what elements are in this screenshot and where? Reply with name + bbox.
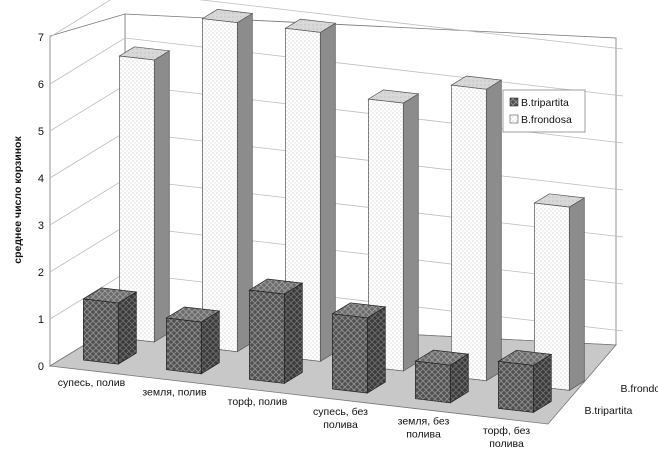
bar-bfrondosa	[367, 89, 420, 372]
category-label: торф, полив	[228, 396, 288, 408]
bar-btripartita	[248, 278, 304, 385]
bar-bfrondosa	[201, 9, 254, 353]
category-label: супесь, полив	[58, 377, 126, 389]
legend-label-tripartita: B.tripartita	[521, 97, 569, 109]
legend-box	[502, 89, 586, 133]
bar-front	[285, 27, 321, 362]
bar-bfrondosa	[450, 75, 503, 382]
bar-btripartita	[331, 302, 387, 394]
bar-front	[498, 361, 534, 413]
y-tick-label: 6	[38, 79, 44, 91]
y-tick-label: 0	[38, 361, 44, 373]
bar-btripartita	[497, 349, 553, 414]
bar-front	[249, 289, 285, 384]
bar-btripartita	[414, 349, 470, 404]
bar-front	[166, 317, 202, 375]
category-label: торф, без полива	[483, 425, 530, 450]
gridline	[49, 0, 624, 50]
bar-bfrondosa	[533, 193, 586, 392]
bar-front	[451, 84, 487, 382]
bar-side	[366, 306, 386, 394]
bar-side	[568, 197, 585, 392]
y-tick-label: 5	[38, 126, 44, 138]
category-label: земля, полив	[142, 387, 207, 399]
bar-side	[117, 291, 137, 365]
legend-label-frondosa: B.frondosa	[521, 114, 572, 126]
bar-side	[485, 79, 502, 382]
bar-front	[415, 360, 451, 404]
bar-front	[368, 98, 404, 372]
gridline	[49, 37, 624, 97]
bar-side	[153, 50, 170, 343]
bar-front	[83, 298, 119, 365]
y-tick-label: 4	[38, 173, 44, 185]
bar-side	[402, 93, 419, 372]
series-axis-label: B.frondosa	[621, 383, 658, 395]
y-axis-ticks: 0 1 2 3 4 5 6 7	[38, 32, 44, 373]
bar-front	[332, 313, 368, 394]
bar-side	[283, 282, 303, 385]
bar-front	[534, 202, 570, 391]
bar-bfrondosa	[118, 46, 171, 343]
y-tick-label: 2	[38, 267, 44, 279]
bars	[82, 9, 586, 414]
series-axis-label: B.tripartita	[585, 405, 633, 417]
bar-btripartita	[165, 306, 221, 375]
bar-side	[319, 22, 336, 363]
legend-swatch-tripartita	[509, 97, 519, 107]
bar-front	[119, 55, 155, 343]
category-labels: супесь, полив земля, полив торф, полив супе…	[58, 377, 530, 450]
y-tick-label: 7	[38, 32, 44, 44]
series-axis-labels: B.frondosa B.tripartita	[585, 383, 658, 417]
legend: B.tripartita B.frondosa	[502, 89, 586, 133]
bar-btripartita	[82, 287, 138, 365]
bar-front	[202, 18, 238, 353]
y-tick-label: 3	[38, 220, 44, 232]
category-label: земля, без полива	[398, 416, 450, 441]
bar-bfrondosa	[284, 18, 337, 363]
y-axis-title: среднее число корзинок	[12, 136, 24, 264]
legend-swatch-frondosa	[509, 114, 519, 124]
y-tick-label: 1	[38, 314, 44, 326]
category-label: супесь, без полива	[313, 406, 368, 431]
